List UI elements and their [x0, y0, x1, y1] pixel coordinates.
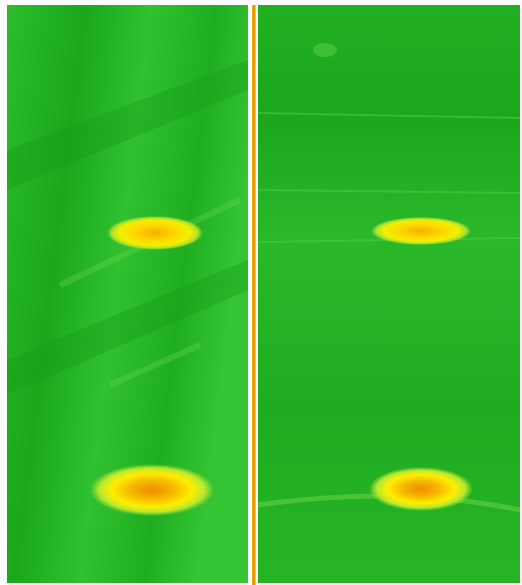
divider: [252, 5, 256, 585]
hotspot: [369, 467, 473, 511]
hotspot: [107, 216, 203, 250]
hotspot: [371, 217, 471, 245]
hotspot: [90, 464, 214, 516]
